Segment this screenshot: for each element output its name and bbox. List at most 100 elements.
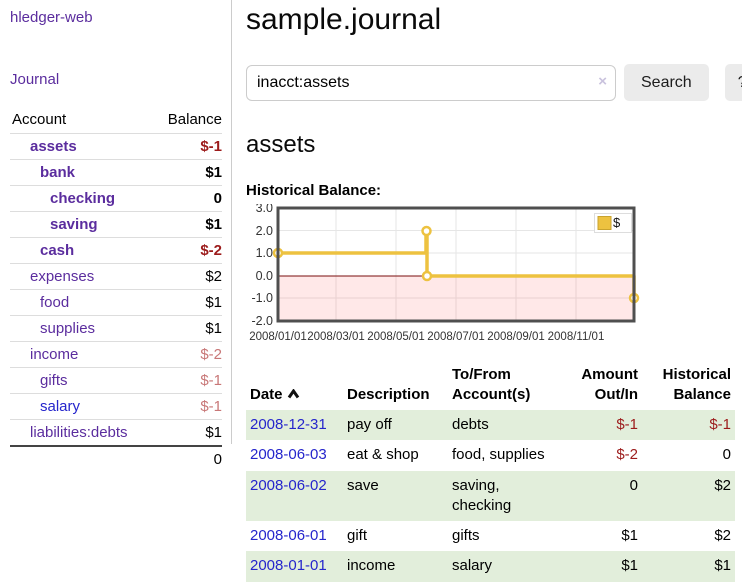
historical-balance-chart: $ 3.0 2.0 1.0 0.0 -1.0 -2.0 2008/01/01 2…	[249, 204, 640, 343]
accounts-header-account: Account	[12, 111, 67, 128]
account-row: income $-2	[10, 341, 222, 368]
register-table: Date Description To/From Account(s) Amou…	[246, 363, 735, 582]
account-link-assets[interactable]: assets	[30, 138, 77, 155]
transaction-description: gift	[347, 527, 368, 544]
account-link-salary[interactable]: salary	[40, 398, 81, 415]
account-row: salary $-1	[10, 393, 222, 420]
transaction-date-link[interactable]: 2008-06-03	[250, 446, 327, 464]
amount-header-line2: Out/In	[594, 385, 638, 403]
x-tick-label: 2008/11/01	[548, 331, 605, 343]
account-link-supplies[interactable]: supplies	[40, 320, 96, 337]
register-header-balance: Historical Balance	[642, 363, 735, 410]
balance-header-line1: Historical	[662, 366, 731, 383]
account-row: expenses $2	[10, 263, 222, 290]
register-header-accounts: To/From Account(s)	[448, 363, 560, 410]
transaction-accounts: food, supplies	[452, 446, 545, 464]
account-balance: $-1	[153, 133, 222, 160]
search-button[interactable]: Search	[624, 64, 709, 101]
account-link-bank[interactable]: bank	[40, 164, 76, 181]
amount-header-line1: Amount	[581, 366, 638, 383]
account-balance: $1	[153, 211, 222, 238]
account-balance: $-1	[153, 367, 222, 394]
legend-swatch	[597, 216, 612, 230]
transaction-description: pay off	[347, 416, 392, 433]
account-row: liabilities:debts $1	[10, 419, 222, 446]
y-tick-label: -2.0	[251, 314, 273, 328]
account-link-saving[interactable]: saving	[50, 216, 98, 233]
register-header-date[interactable]: Date	[246, 363, 343, 410]
accounts-header-line2: Account(s)	[452, 385, 531, 403]
account-link-expenses[interactable]: expenses	[30, 268, 95, 285]
search-input-wrap: ×	[246, 64, 616, 101]
accounts-total-balance: 0	[153, 445, 222, 472]
sidebar: hledger-web Journal Account Balance asse…	[0, 0, 232, 472]
accounts-header-balance: Balance	[167, 111, 222, 128]
account-link-income[interactable]: income	[30, 346, 79, 363]
transaction-amount: $-1	[616, 416, 638, 433]
account-heading: assets	[246, 131, 316, 158]
register-header-row: Date Description To/From Account(s) Amou…	[246, 363, 735, 410]
account-link-food[interactable]: food	[40, 294, 70, 311]
x-tick-label: 2008/03/01	[307, 331, 365, 343]
account-row: assets $-1	[10, 133, 222, 160]
account-link-liabilities-debts[interactable]: liabilities:debts	[30, 424, 128, 441]
account-balance: $1	[153, 289, 222, 316]
y-tick-label: 3.0	[256, 204, 273, 215]
transaction-accounts: saving, checking	[452, 476, 512, 514]
account-balance: $2	[153, 263, 222, 290]
transaction-amount: $1	[621, 557, 638, 575]
plot-border	[276, 206, 636, 323]
account-row: food $1	[10, 289, 222, 316]
transaction-amount: $1	[621, 527, 638, 544]
y-tick-label: 1.0	[256, 246, 273, 260]
x-tick-label: 2008/01/01	[249, 331, 307, 343]
transaction-description: income	[347, 557, 396, 575]
transaction-balance: $1	[714, 557, 731, 575]
transaction-balance: $2	[714, 476, 731, 494]
account-link-gifts[interactable]: gifts	[40, 372, 68, 389]
sidebar-nav: Journal	[10, 71, 223, 89]
account-balance: $1	[153, 159, 222, 186]
negative-region	[278, 276, 634, 321]
x-tick-label: 2008/05/01	[367, 331, 425, 343]
transaction-date-link[interactable]: 2008-12-31	[250, 416, 327, 433]
transaction-date-link[interactable]: 2008-06-02	[250, 476, 327, 494]
transaction-description: save	[347, 476, 379, 494]
register-header-description: Description	[347, 385, 430, 403]
transaction-balance: $-1	[709, 416, 731, 433]
account-link-cash[interactable]: cash	[40, 242, 75, 259]
x-tick-label: 2008/09/01	[487, 331, 545, 343]
transaction-balance: $2	[714, 527, 731, 544]
data-point-marker	[421, 225, 432, 237]
brand-link[interactable]: hledger-web	[10, 9, 93, 26]
transaction-date-link[interactable]: 2008-01-01	[250, 557, 327, 575]
help-button[interactable]: ?	[724, 64, 742, 101]
accounts-header-row: Account Balance	[10, 108, 222, 134]
account-balance: 0	[153, 185, 222, 212]
register-row: 2008-06-01 gift gifts $1 $2	[246, 521, 735, 551]
transaction-accounts: salary	[452, 557, 493, 575]
transaction-accounts: gifts	[452, 527, 480, 544]
account-row: saving $1	[10, 211, 222, 238]
account-balance: $-2	[153, 237, 222, 264]
account-link-checking[interactable]: checking	[50, 190, 116, 207]
data-point-marker	[421, 270, 433, 282]
account-row: gifts $-1	[10, 367, 222, 394]
transaction-date-link[interactable]: 2008-06-01	[250, 527, 327, 544]
transaction-balance: 0	[722, 446, 731, 464]
search-input[interactable]	[246, 64, 616, 101]
chart-title: Historical Balance:	[246, 182, 382, 199]
accounts-table: Account Balance assets $-1 bank $1 check…	[10, 108, 222, 472]
sidebar-item-journal[interactable]: Journal	[10, 71, 60, 88]
register-row: 2008-12-31 pay off debts $-1 $-1	[246, 410, 735, 441]
x-tick-label: 2008/07/01	[427, 331, 485, 343]
account-balance: $-1	[153, 393, 222, 420]
transaction-accounts: debts	[452, 416, 489, 433]
clear-search-icon[interactable]: ×	[598, 72, 607, 90]
account-balance: $-2	[153, 341, 222, 368]
transaction-description: eat & shop	[347, 446, 419, 464]
y-tick-label: -1.0	[251, 291, 273, 305]
y-tick-label: 2.0	[256, 224, 273, 238]
transaction-amount: $-2	[616, 446, 638, 464]
account-row: checking 0	[10, 185, 222, 212]
